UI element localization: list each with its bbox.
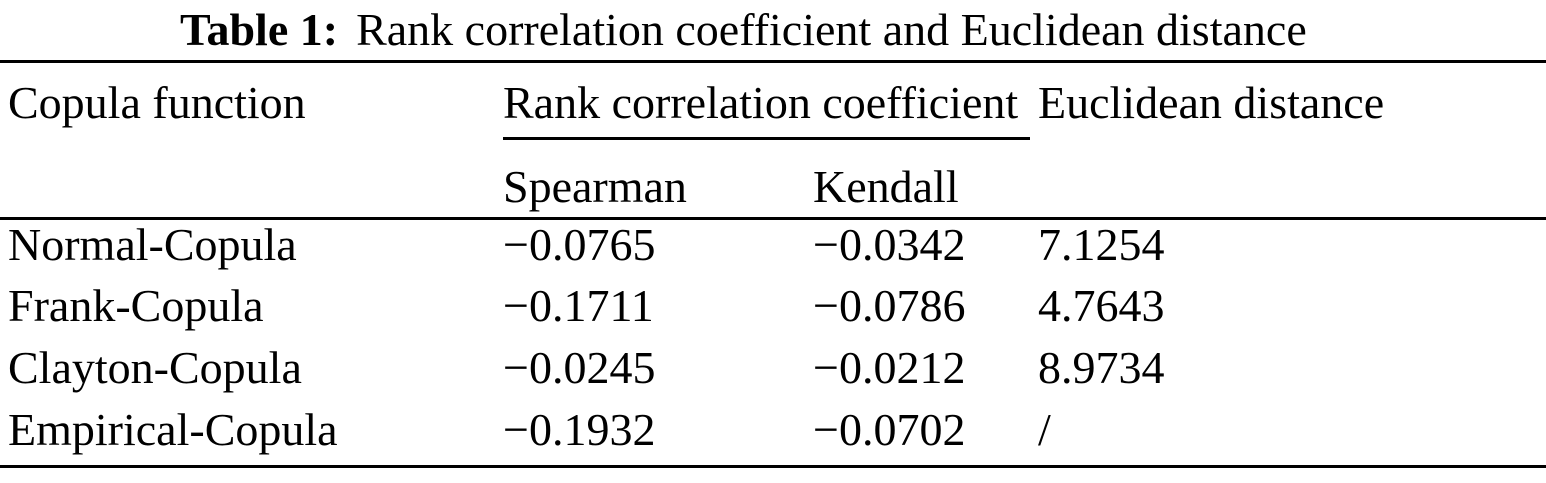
- empty-cell: [1030, 148, 1546, 220]
- empty-cell: [0, 148, 495, 220]
- header-row-1: Copula function Rank correlation coeffic…: [0, 62, 1546, 149]
- group-header-underline: Rank correlation coefficient: [503, 77, 1030, 140]
- table-body: Normal-Copula −0.0765 −0.0342 7.1254 Fra…: [0, 219, 1546, 467]
- euclidean-value-cell: /: [1038, 404, 1051, 455]
- col-header-euclidean-distance: Euclidean distance: [1038, 77, 1385, 128]
- table-row-empirical-copula: Empirical-Copula −0.1932 −0.0702 /: [0, 405, 1546, 467]
- kendall-value-cell: −0.0342: [813, 219, 966, 270]
- table-row-normal-copula: Normal-Copula −0.0765 −0.0342 7.1254: [0, 219, 1546, 281]
- subheader-spearman: Spearman: [495, 148, 805, 220]
- row-label-cell: Frank-Copula: [8, 280, 264, 331]
- subheader-kendall: Kendall: [805, 148, 1030, 220]
- euclidean-value-cell: 7.1254: [1038, 219, 1165, 270]
- caption-text: Rank correlation coefficient and Euclide…: [356, 4, 1307, 55]
- kendall-value-cell: −0.0786: [813, 280, 966, 331]
- col-header-copula-function: Copula function: [8, 77, 306, 128]
- table-caption: Table 1: Rank correlation coefficient and…: [0, 0, 1546, 60]
- caption-label: Table 1:: [180, 4, 339, 55]
- row-label-cell: Empirical-Copula: [8, 404, 338, 455]
- spearman-value-cell: −0.1711: [503, 280, 654, 331]
- row-label-cell: Clayton-Copula: [8, 342, 302, 393]
- spearman-value-cell: −0.1932: [503, 404, 656, 455]
- copula-results-table: Copula function Rank correlation coeffic…: [0, 60, 1546, 468]
- header-row-2: Spearman Kendall: [0, 148, 1546, 220]
- spearman-value-cell: −0.0245: [503, 342, 656, 393]
- kendall-value-cell: −0.0702: [813, 404, 966, 455]
- euclidean-value-cell: 4.7643: [1038, 280, 1165, 331]
- spearman-value-cell: −0.0765: [503, 219, 656, 270]
- euclidean-value-cell: 8.9734: [1038, 342, 1165, 393]
- row-label-cell: Normal-Copula: [8, 219, 297, 270]
- group-header-rank-correlation: Rank correlation coefficient: [495, 62, 1030, 149]
- kendall-value-cell: −0.0212: [813, 342, 966, 393]
- table-row-clayton-copula: Clayton-Copula −0.0245 −0.0212 8.9734: [0, 343, 1546, 405]
- table-row-frank-copula: Frank-Copula −0.1711 −0.0786 4.7643: [0, 281, 1546, 343]
